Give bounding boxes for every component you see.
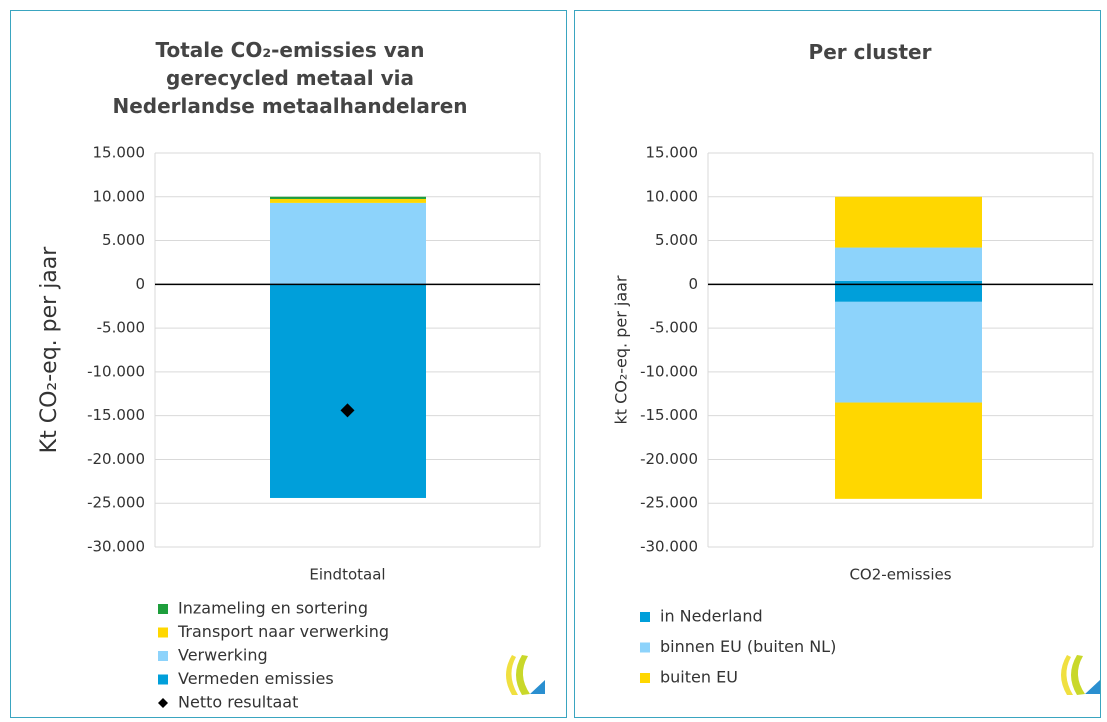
chart-title: Per cluster — [808, 40, 932, 64]
y-tick-label: 10.000 — [646, 187, 699, 205]
y-tick-label: 5.000 — [102, 231, 145, 249]
bar-segment — [835, 402, 982, 499]
y-tick-label: 5.000 — [655, 231, 698, 249]
bar-segment — [270, 196, 426, 199]
legend-swatch — [640, 612, 650, 622]
x-tick-label: CO2-emissies — [849, 566, 951, 584]
y-tick-label: -15.000 — [640, 406, 698, 424]
legend-label: buiten EU — [660, 668, 738, 687]
y-tick-label: -25.000 — [87, 494, 145, 512]
y-tick-label: 15.000 — [646, 144, 699, 162]
legend-swatch — [640, 673, 650, 683]
y-tick-label: 15.000 — [93, 144, 146, 162]
chart-title: Totale CO₂-emissies van gerecycled metaa… — [112, 38, 468, 118]
y-tick-label: -5.000 — [97, 319, 145, 337]
legend-label: Netto resultaat — [178, 693, 298, 712]
y-tick-label: -15.000 — [87, 406, 145, 424]
y-tick-label: -10.000 — [87, 362, 145, 380]
bar-segment — [835, 196, 982, 248]
bar-segment — [270, 284, 426, 498]
logo — [506, 655, 545, 695]
y-tick-label: -20.000 — [640, 450, 698, 468]
y-tick-label: -30.000 — [640, 538, 698, 556]
y-tick-label: -25.000 — [640, 494, 698, 512]
logo — [1061, 655, 1100, 695]
bar-segment — [835, 280, 982, 285]
legend-label: Verwerking — [178, 646, 268, 665]
x-tick-label: Eindtotaal — [309, 566, 385, 584]
legend-swatch — [158, 604, 168, 614]
legend-label: binnen EU (buiten NL) — [660, 637, 836, 656]
bar-segment — [835, 284, 982, 302]
bar-segment — [270, 198, 426, 203]
y-tick-label: 10.000 — [93, 187, 146, 205]
bar-segment — [835, 301, 982, 403]
legend-swatch — [640, 642, 650, 653]
legend-label: Transport naar verwerking — [177, 622, 389, 641]
legend-marker — [158, 698, 168, 708]
marker — [340, 403, 355, 418]
legend-swatch — [158, 651, 168, 661]
y-axis-label: Kt CO₂-eq. per jaar — [37, 246, 62, 454]
bar-segment — [270, 202, 426, 285]
left-panel — [10, 10, 567, 718]
legend-swatch — [158, 627, 168, 638]
y-axis-label: kt CO₂-eq. per jaar — [612, 275, 631, 424]
y-tick-label: -10.000 — [640, 362, 698, 380]
legend-label: in Nederland — [660, 607, 763, 626]
y-tick-label: 0 — [688, 275, 698, 293]
legend-swatch — [158, 674, 168, 685]
right-panel — [574, 10, 1101, 718]
legend-label: Inzameling en sortering — [178, 599, 368, 618]
y-tick-label: -30.000 — [87, 538, 145, 556]
y-tick-label: 0 — [135, 275, 145, 293]
bar-segment — [835, 247, 982, 281]
y-tick-label: -20.000 — [87, 450, 145, 468]
y-tick-label: -5.000 — [650, 319, 698, 337]
legend-label: Vermeden emissies — [178, 669, 334, 688]
